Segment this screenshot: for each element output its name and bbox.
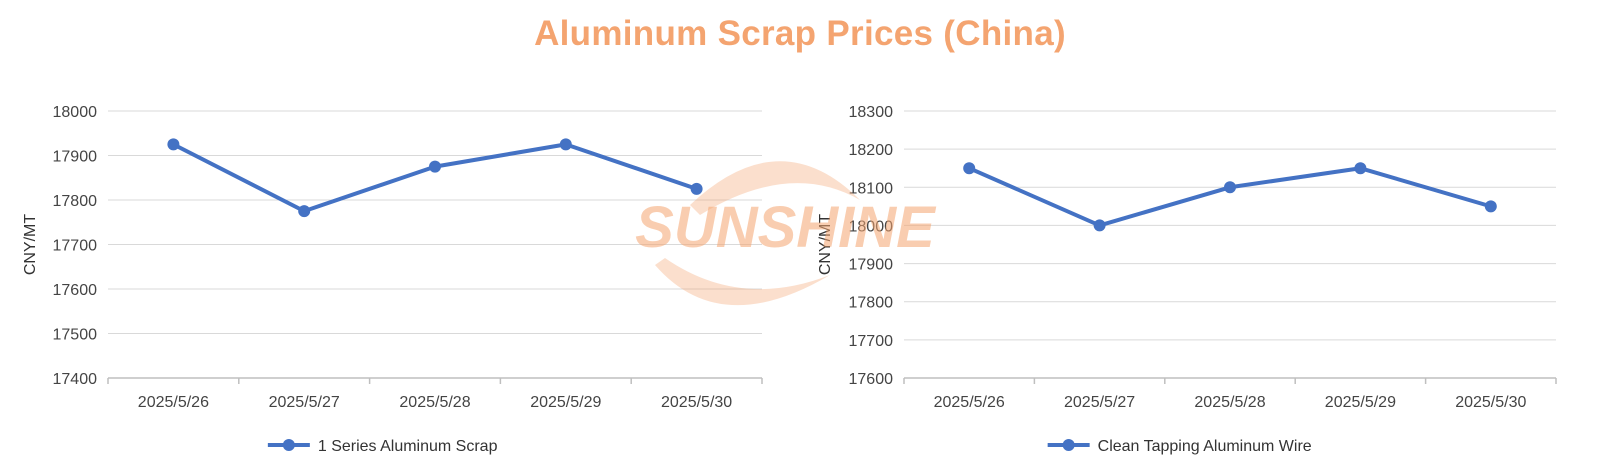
x-tick-label: 2025/5/30 <box>1455 394 1526 411</box>
y-tick-label: 18000 <box>53 104 98 121</box>
watermark-text: SUNSHINE <box>635 195 937 260</box>
data-point <box>1093 219 1106 232</box>
data-point <box>1354 162 1367 175</box>
watermark-logo: SUNSHINE <box>635 161 937 306</box>
watermark-swoosh-top <box>690 161 860 215</box>
x-tick-label: 2025/5/29 <box>1325 394 1396 411</box>
y-tick-label: 17900 <box>53 149 98 166</box>
data-point <box>298 205 311 218</box>
legend-marker <box>1062 439 1075 451</box>
y-tick-label: 17600 <box>849 371 894 388</box>
legend-label: 1 Series Aluminum Scrap <box>318 438 498 455</box>
y-tick-label: 17600 <box>53 282 98 299</box>
chart-clean-tapping-aluminum-wire: 17600 17700 17800 17900 18000 18100 18200 18300… <box>817 104 1557 455</box>
y-tick-label: 17900 <box>849 257 894 274</box>
y-tick-label: 17700 <box>849 333 894 350</box>
y-tick-label: 18300 <box>849 104 894 121</box>
y-tick-label: 17400 <box>53 371 98 388</box>
series-line <box>172 142 698 214</box>
x-tick-label: 2025/5/30 <box>661 394 732 411</box>
x-tick-label: 2025/5/28 <box>399 394 470 411</box>
data-point <box>559 138 572 151</box>
series-line <box>968 166 1492 228</box>
y-tick-label: 18100 <box>849 180 894 197</box>
x-tick-label: 2025/5/27 <box>269 394 340 411</box>
data-point <box>1224 181 1236 194</box>
data-point <box>429 160 441 173</box>
x-tick-label: 2025/5/28 <box>1194 394 1265 411</box>
y-tick-label: 17800 <box>849 295 894 312</box>
y-tick-label: 18000 <box>849 218 894 235</box>
y-axis-title: CNY/MT <box>22 214 39 276</box>
x-tick-label: 2025/5/27 <box>1064 394 1135 411</box>
y-tick-label: 17500 <box>53 327 98 344</box>
legend-marker <box>282 439 295 451</box>
data-point <box>963 162 976 175</box>
watermark-swoosh-bottom <box>655 258 830 306</box>
data-point <box>690 182 703 195</box>
x-tick-label: 2025/5/26 <box>138 394 209 411</box>
y-tick-label: 17800 <box>53 193 98 210</box>
chart-1-series-aluminum-scrap: 17400 17500 17600 17700 17800 17900 18000 2025/… <box>22 104 763 455</box>
y-tick-label: 17700 <box>53 238 98 255</box>
data-point <box>1484 200 1497 213</box>
y-axis-title: CNY/MT <box>817 214 834 276</box>
page-title: Aluminum Scrap Prices (China) <box>534 14 1066 53</box>
x-tick-label: 2025/5/29 <box>530 394 601 411</box>
x-tick-label: 2025/5/26 <box>934 394 1005 411</box>
y-tick-label: 18200 <box>849 142 894 159</box>
legend-label: Clean Tapping Aluminum Wire <box>1098 438 1312 455</box>
data-point <box>167 138 180 151</box>
